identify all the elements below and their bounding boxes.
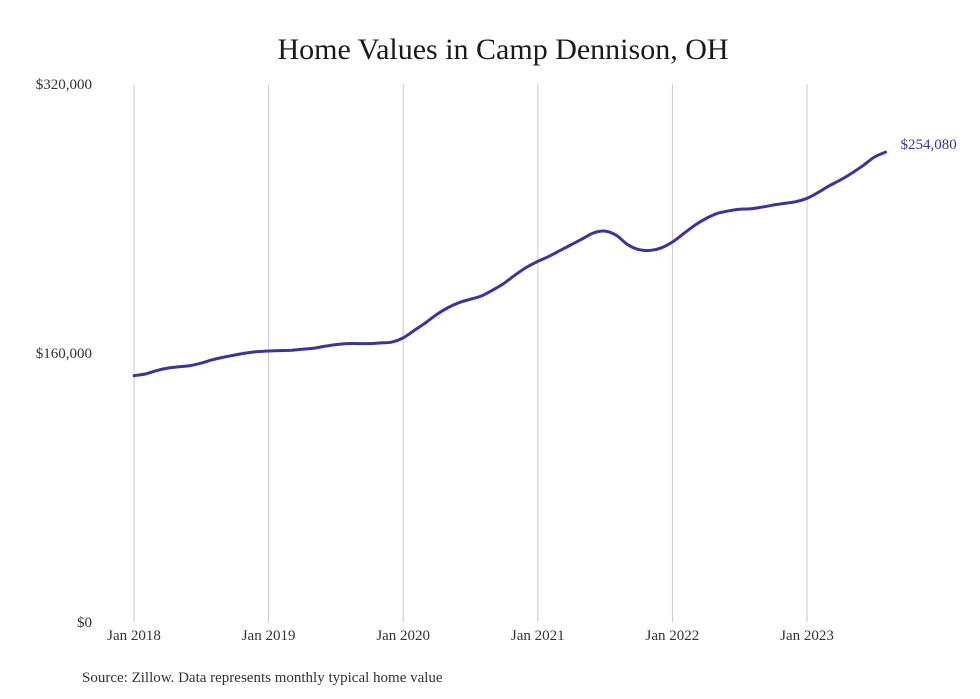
y-tick-label: $0 bbox=[77, 615, 92, 631]
series-layer: $254,080 bbox=[132, 137, 957, 378]
x-axis-ticks: Jan 2018 Jan 2019 Jan 2020 Jan 2021 Jan 2022… bbox=[107, 628, 834, 644]
end-value-label: $254,080 bbox=[901, 137, 957, 153]
home-value-line bbox=[132, 150, 888, 378]
x-tick-label: Jan 2020 bbox=[376, 628, 430, 644]
grid bbox=[133, 84, 808, 622]
y-tick-label: $160,000 bbox=[36, 346, 92, 362]
y-tick-label: $320,000 bbox=[36, 77, 92, 93]
x-tick-label: Jan 2018 bbox=[107, 628, 161, 644]
x-tick-label: Jan 2023 bbox=[780, 628, 834, 644]
x-tick-label: Jan 2022 bbox=[646, 628, 700, 644]
chart-title: Home Values in Camp Dennison, OH bbox=[277, 33, 728, 66]
source-note: Source: Zillow. Data represents monthly … bbox=[82, 670, 443, 686]
y-axis-ticks: $0 $160,000 $320,000 bbox=[36, 77, 92, 631]
x-tick-label: Jan 2021 bbox=[511, 628, 565, 644]
x-tick-label: Jan 2019 bbox=[242, 628, 296, 644]
